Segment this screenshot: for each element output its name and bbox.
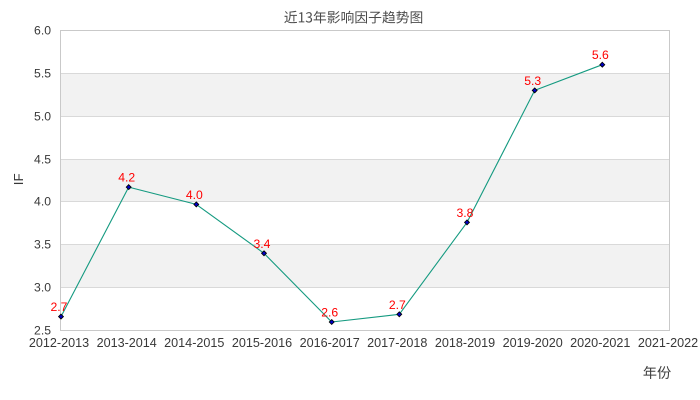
- svg-text:3.8: 3.8: [457, 206, 474, 220]
- svg-text:IF: IF: [11, 173, 26, 185]
- svg-text:2016-2017: 2016-2017: [300, 336, 360, 350]
- svg-text:2.5: 2.5: [34, 324, 51, 338]
- svg-text:2.6: 2.6: [321, 306, 338, 320]
- svg-text:2014-2015: 2014-2015: [164, 336, 224, 350]
- svg-text:5.0: 5.0: [34, 110, 51, 124]
- svg-text:5.6: 5.6: [592, 48, 609, 62]
- svg-text:2021-2022: 2021-2022: [638, 336, 698, 350]
- svg-text:5.5: 5.5: [34, 67, 51, 81]
- svg-text:2019-2020: 2019-2020: [503, 336, 563, 350]
- svg-text:4.0: 4.0: [186, 188, 203, 202]
- svg-text:5.3: 5.3: [524, 74, 541, 88]
- svg-text:2020-2021: 2020-2021: [570, 336, 630, 350]
- svg-text:2.7: 2.7: [51, 300, 68, 314]
- svg-text:3.5: 3.5: [34, 238, 51, 252]
- svg-text:3.4: 3.4: [254, 237, 271, 251]
- svg-text:2.7: 2.7: [389, 298, 406, 312]
- svg-text:2013-2014: 2013-2014: [97, 336, 157, 350]
- svg-text:6.0: 6.0: [34, 24, 51, 38]
- svg-text:2017-2018: 2017-2018: [367, 336, 427, 350]
- svg-text:4.2: 4.2: [118, 171, 135, 185]
- svg-text:2012-2013: 2012-2013: [29, 336, 89, 350]
- svg-text:4.0: 4.0: [34, 195, 51, 209]
- svg-text:2015-2016: 2015-2016: [232, 336, 292, 350]
- svg-text:3.0: 3.0: [34, 281, 51, 295]
- svg-text:2018-2019: 2018-2019: [435, 336, 495, 350]
- svg-text:4.5: 4.5: [34, 153, 51, 167]
